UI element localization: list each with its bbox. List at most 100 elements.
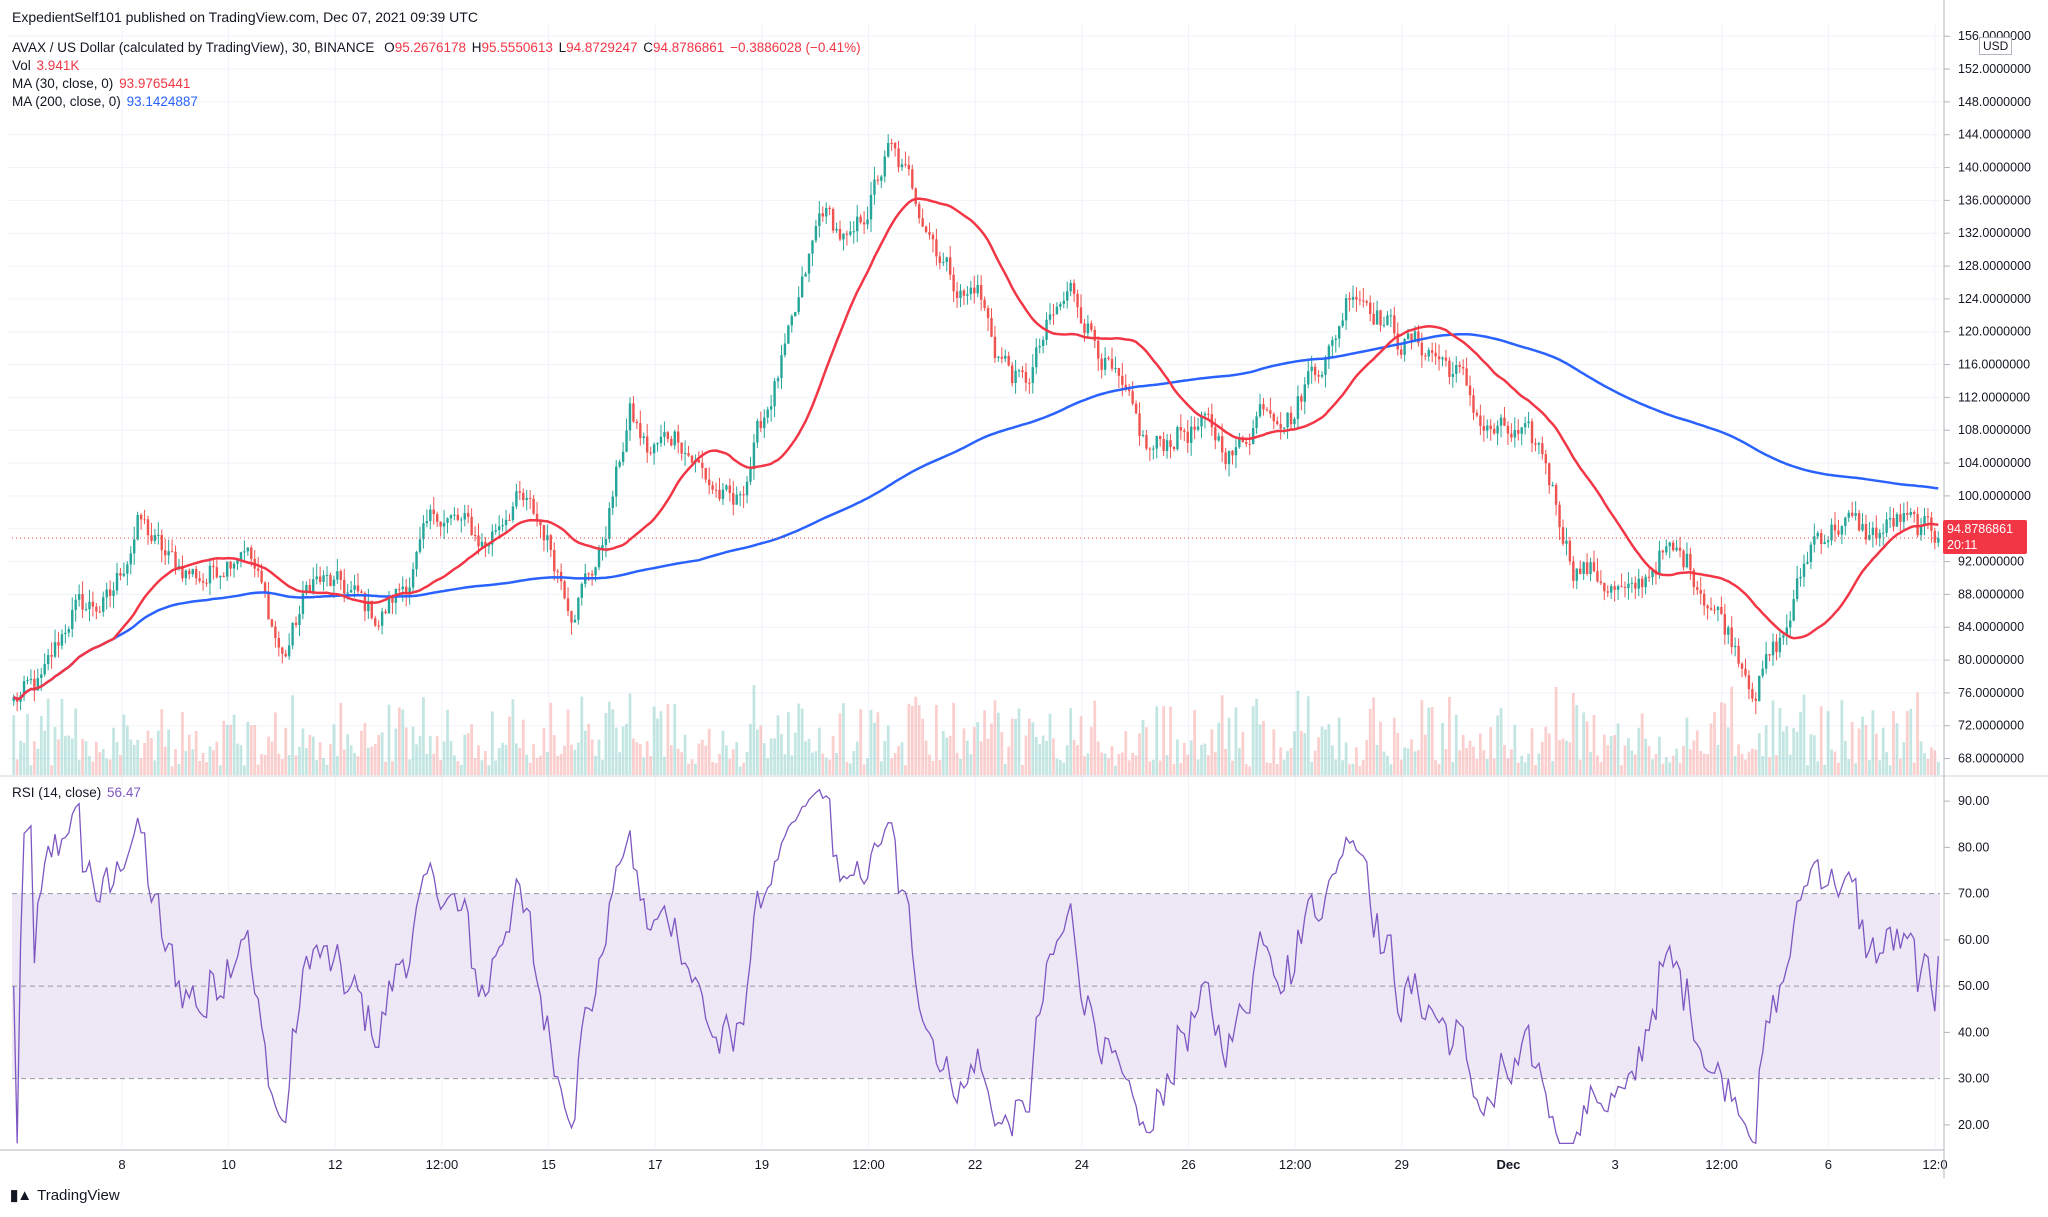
candle-body xyxy=(1010,365,1014,384)
candle-body xyxy=(1479,415,1482,426)
volume-bar xyxy=(649,756,653,775)
volume-bar xyxy=(1441,722,1444,775)
vol-label: Vol xyxy=(12,58,31,73)
volume-bar xyxy=(335,756,339,775)
candle-body xyxy=(1193,426,1196,430)
volume-bar xyxy=(212,750,215,775)
candle-body xyxy=(928,231,931,235)
volume-bar xyxy=(1072,739,1076,775)
volume-bar xyxy=(790,755,794,775)
candle-body xyxy=(728,485,732,494)
volume-bar xyxy=(325,764,329,775)
volume-bar xyxy=(201,752,205,775)
ma30-legend[interactable]: MA (30, close, 0) 93.9765441 xyxy=(12,76,192,91)
volume-bar xyxy=(304,748,308,775)
rsi-legend[interactable]: RSI (14, close) 56.47 xyxy=(12,785,143,800)
volume-bar xyxy=(1200,744,1203,775)
candle-body xyxy=(1100,358,1103,370)
candle-body xyxy=(601,545,604,549)
volume-bar xyxy=(1038,744,1042,775)
candle-body xyxy=(1823,542,1826,545)
candle-body xyxy=(566,598,570,612)
volume-bar xyxy=(36,748,40,775)
candle-body xyxy=(1334,338,1337,341)
volume-bar xyxy=(284,727,288,775)
volume-bar xyxy=(1396,732,1400,775)
candle-body xyxy=(1461,366,1465,369)
candle-body xyxy=(1289,412,1293,425)
candle-body xyxy=(1716,606,1720,611)
volume-bar xyxy=(1630,750,1634,775)
candle-body xyxy=(670,438,673,446)
candle-body xyxy=(1090,323,1093,330)
volume-bar xyxy=(1720,702,1723,775)
candle-body xyxy=(504,519,508,526)
candle-body xyxy=(1375,310,1379,325)
candle-body xyxy=(659,436,663,444)
candle-body xyxy=(1276,421,1279,425)
candle-body xyxy=(1875,527,1878,539)
volume-bar xyxy=(1923,753,1926,775)
volume-bar xyxy=(101,749,105,775)
candle-body xyxy=(150,535,153,542)
volume-bar xyxy=(1713,711,1716,775)
volume-bar xyxy=(1678,763,1682,775)
candle-body xyxy=(1513,430,1517,438)
volume-bar xyxy=(1795,731,1799,775)
candle-body xyxy=(887,142,890,157)
candle-body xyxy=(1214,427,1217,441)
candle-body xyxy=(146,519,150,536)
candle-body xyxy=(1926,516,1930,518)
ma200-legend[interactable]: MA (200, close, 0) 93.1424887 xyxy=(12,94,200,109)
candle-body xyxy=(1665,546,1668,553)
candle-body xyxy=(907,164,911,170)
candle-body xyxy=(1606,591,1609,593)
candle-body xyxy=(1840,526,1844,535)
volume-legend[interactable]: Vol 3.941K xyxy=(12,58,81,73)
tradingview-brand[interactable]: ▮▲ TradingView xyxy=(10,1186,120,1205)
volume-bar xyxy=(1034,736,1038,775)
candle-body xyxy=(1775,641,1778,653)
symbol-legend[interactable]: AVAX / US Dollar (calculated by TradingV… xyxy=(12,40,863,55)
candle-body xyxy=(935,239,938,257)
volume-bar xyxy=(1268,763,1272,775)
candle-body xyxy=(1293,418,1296,425)
candle-body xyxy=(1331,340,1334,346)
volume-bar xyxy=(1885,752,1889,775)
candle-body xyxy=(60,634,64,646)
candle-body xyxy=(1041,339,1045,346)
x-tick-label: 12 xyxy=(328,1157,342,1172)
candle-body xyxy=(1024,372,1028,383)
candle-body xyxy=(153,535,157,542)
y-tick-label: 144.0000000 xyxy=(1958,128,2031,142)
candle-body xyxy=(1737,645,1740,664)
volume-bar xyxy=(253,725,257,775)
currency-label[interactable]: USD xyxy=(1979,37,2013,55)
candle-body xyxy=(1699,589,1702,594)
rsi-tick-label: 80.00 xyxy=(1958,840,1989,854)
candle-body xyxy=(1616,586,1620,590)
volume-bar xyxy=(941,731,945,775)
candle-body xyxy=(1224,452,1227,465)
volume-bar xyxy=(1599,762,1603,775)
candle-body xyxy=(1702,593,1706,606)
candle-body xyxy=(1544,454,1547,464)
candle-body xyxy=(1806,562,1809,564)
volume-bar xyxy=(1871,710,1875,775)
volume-bar xyxy=(1382,751,1386,775)
candle-body xyxy=(1751,689,1754,699)
candle-body xyxy=(232,563,236,569)
volume-bar xyxy=(439,760,443,775)
volume-bar xyxy=(1186,754,1190,775)
volume-bar xyxy=(618,752,622,775)
volume-bar xyxy=(1058,760,1062,775)
candle-body xyxy=(625,430,628,452)
volume-bar xyxy=(1513,724,1517,775)
volume-bar xyxy=(208,746,212,775)
volume-bar xyxy=(645,741,649,775)
volume-bar xyxy=(1372,697,1376,775)
y-tick-label: 76.0000000 xyxy=(1958,686,2024,700)
candle-body xyxy=(1186,431,1189,443)
candle-body xyxy=(1534,443,1537,445)
